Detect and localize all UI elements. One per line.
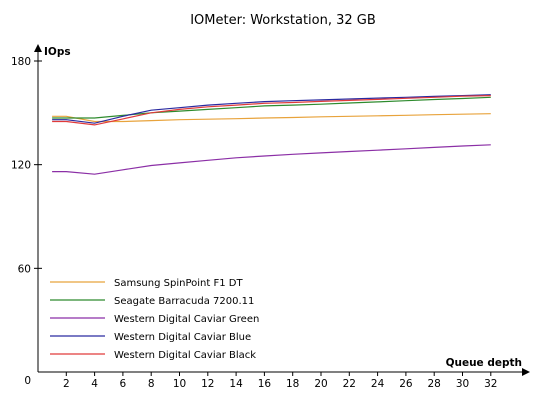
y-tick-label: 180: [11, 56, 31, 68]
x-tick-label: 18: [286, 378, 299, 390]
legend: Samsung SpinPoint F1 DT Seagate Barracuda…: [50, 278, 259, 361]
x-axis-label: Queue depth: [446, 357, 522, 369]
x-tick-label: 14: [229, 378, 243, 390]
legend-label: Western Digital Caviar Blue: [114, 332, 251, 343]
series-line-2: [52, 96, 491, 119]
x-tick-label: 10: [173, 378, 186, 390]
x-tick-label: 30: [456, 378, 469, 390]
x-tick-label: 2: [63, 378, 70, 390]
x-tick-label: 4: [91, 378, 98, 390]
x-tick-label: 16: [258, 378, 272, 390]
x-tick-label: 32: [484, 378, 497, 390]
legend-label: Seagate Barracuda 7200.11: [114, 296, 254, 307]
x-tick-label: 8: [148, 378, 155, 390]
origin-label: 0: [24, 375, 31, 387]
x-axis-arrow: [522, 368, 530, 376]
legend-label: Western Digital Caviar Green: [114, 314, 259, 325]
x-ticks: 2 4 6 8 10 12 14 16 18 20 22 24 26 28 30 32: [63, 372, 497, 390]
chart-title: IOMeter: Workstation, 32 GB: [190, 13, 376, 28]
y-axis-arrow: [34, 44, 42, 52]
series-lines: [52, 94, 491, 175]
x-tick-label: 24: [371, 378, 385, 390]
series-line-4: [52, 94, 491, 124]
legend-label: Western Digital Caviar Black: [114, 350, 256, 361]
x-tick-label: 20: [314, 378, 327, 390]
y-ticks: 60 120 180: [11, 56, 42, 275]
y-tick-label: 60: [18, 263, 31, 275]
y-tick-label: 120: [11, 160, 31, 172]
y-axis-label: IOps: [44, 46, 71, 58]
series-line-3: [52, 144, 491, 175]
x-tick-label: 6: [120, 378, 127, 390]
x-tick-label: 12: [201, 378, 214, 390]
x-tick-label: 26: [399, 378, 413, 390]
x-tick-label: 28: [428, 378, 441, 390]
x-tick-label: 22: [343, 378, 356, 390]
legend-label: Samsung SpinPoint F1 DT: [114, 278, 243, 289]
series-line-5: [52, 95, 491, 126]
